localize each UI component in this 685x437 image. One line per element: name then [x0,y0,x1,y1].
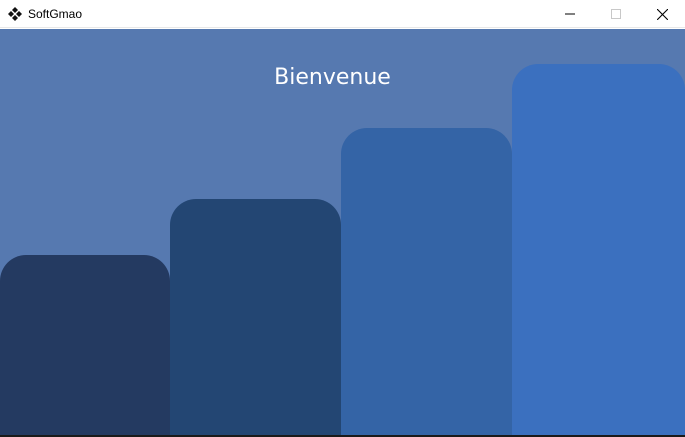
minimize-icon [565,9,575,19]
window-title: SoftGmao [28,7,83,21]
minimize-button[interactable] [547,0,593,28]
close-button[interactable] [639,0,685,28]
close-icon [656,8,668,20]
decorative-step-3 [341,128,512,435]
title-bar[interactable]: SoftGmao [0,0,685,28]
window-bottom-border [0,435,685,437]
decorative-step-2 [170,199,341,435]
decorative-step-1 [0,255,170,435]
maximize-button[interactable] [593,0,639,28]
diamond-arrows-icon [7,6,23,22]
welcome-heading: Bienvenue [274,65,391,90]
welcome-panel: Bienvenue [0,29,685,435]
maximize-icon [611,9,621,19]
decorative-step-4 [512,64,685,435]
